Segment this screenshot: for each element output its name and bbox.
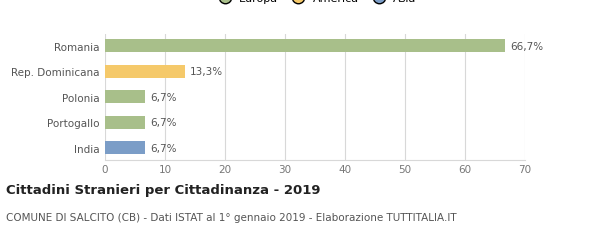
Text: 6,7%: 6,7%	[150, 118, 176, 128]
Text: 66,7%: 66,7%	[510, 42, 543, 52]
Bar	[105, 91, 145, 104]
Bar	[105, 40, 505, 53]
Bar	[105, 65, 185, 79]
Bar	[105, 116, 145, 129]
Text: 6,7%: 6,7%	[150, 92, 176, 102]
Text: Cittadini Stranieri per Cittadinanza - 2019: Cittadini Stranieri per Cittadinanza - 2…	[6, 184, 320, 196]
Legend: Europa, America, Asia: Europa, America, Asia	[211, 0, 419, 6]
Text: COMUNE DI SALCITO (CB) - Dati ISTAT al 1° gennaio 2019 - Elaborazione TUTTITALIA: COMUNE DI SALCITO (CB) - Dati ISTAT al 1…	[6, 212, 457, 222]
Text: 13,3%: 13,3%	[190, 67, 223, 77]
Text: 6,7%: 6,7%	[150, 143, 176, 153]
Bar	[105, 141, 145, 155]
